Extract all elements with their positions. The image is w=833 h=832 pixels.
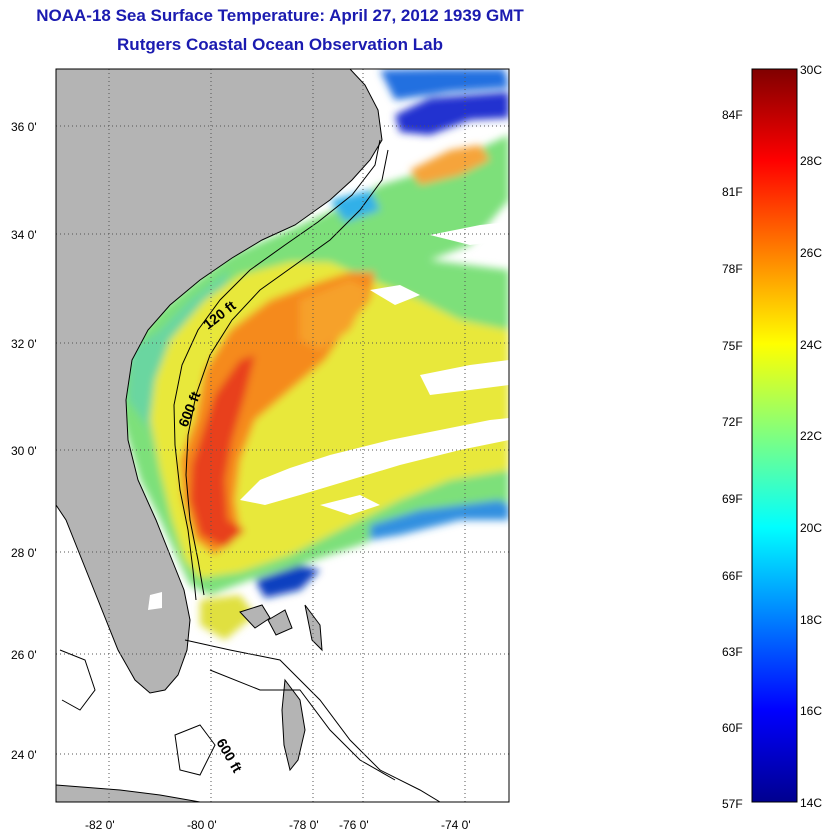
colorbar-fahrenheit-labels: 84F 81F 78F 75F 72F 69F 66F 63F 60F 57F [722,108,743,811]
lat-tick-label: 32 0' [11,337,37,351]
land-southeast-us [56,69,383,694]
colorbar-gradient [751,68,798,803]
lat-tick-label: 34 0' [11,228,37,242]
celsius-label: 18C [800,613,822,627]
lon-tick-label: -76 0' [339,818,369,832]
lat-tick-label: 26 0' [11,648,37,662]
lon-tick-label: -74 0' [441,818,471,832]
lon-tick-label: -82 0' [85,818,115,832]
fahrenheit-label: 66F [722,569,743,583]
celsius-label: 24C [800,338,822,352]
fahrenheit-label: 60F [722,721,743,735]
fahrenheit-label: 57F [722,797,743,811]
celsius-label: 20C [800,521,822,535]
fahrenheit-label: 69F [722,492,743,506]
fahrenheit-label: 84F [722,108,743,122]
celsius-label: 14C [800,796,822,810]
sst-field [56,69,509,802]
celsius-label: 30C [800,63,822,77]
fahrenheit-label: 81F [722,185,743,199]
colorbar: 30C 28C 26C 24C 22C 20C 18C 16C 14C 84F … [722,63,822,811]
map-panel: 120 ft 600 ft 600 ft 36 0' 34 0' 32 0' 3… [11,68,510,832]
lat-tick-label: 30 0' [11,444,37,458]
fahrenheit-label: 72F [722,415,743,429]
fahrenheit-label: 63F [722,645,743,659]
lat-tick-label: 28 0' [11,546,37,560]
lat-tick-label: 36 0' [11,120,37,134]
longitude-axis: -82 0' -80 0' -78 0' -76 0' -74 0' [85,818,471,832]
celsius-label: 16C [800,704,822,718]
colorbar-celsius-labels: 30C 28C 26C 24C 22C 20C 18C 16C 14C [800,63,822,810]
map-subtitle: Rutgers Coastal Ocean Observation Lab [117,35,443,54]
lat-tick-label: 24 0' [11,748,37,762]
fahrenheit-label: 78F [722,262,743,276]
lon-tick-label: -78 0' [289,818,319,832]
latitude-axis: 36 0' 34 0' 32 0' 30 0' 28 0' 26 0' 24 0… [11,120,37,762]
lon-tick-label: -80 0' [187,818,217,832]
celsius-label: 28C [800,154,822,168]
fahrenheit-label: 75F [722,339,743,353]
celsius-label: 26C [800,246,822,260]
map-title: NOAA-18 Sea Surface Temperature: April 2… [36,6,524,25]
celsius-label: 22C [800,429,822,443]
